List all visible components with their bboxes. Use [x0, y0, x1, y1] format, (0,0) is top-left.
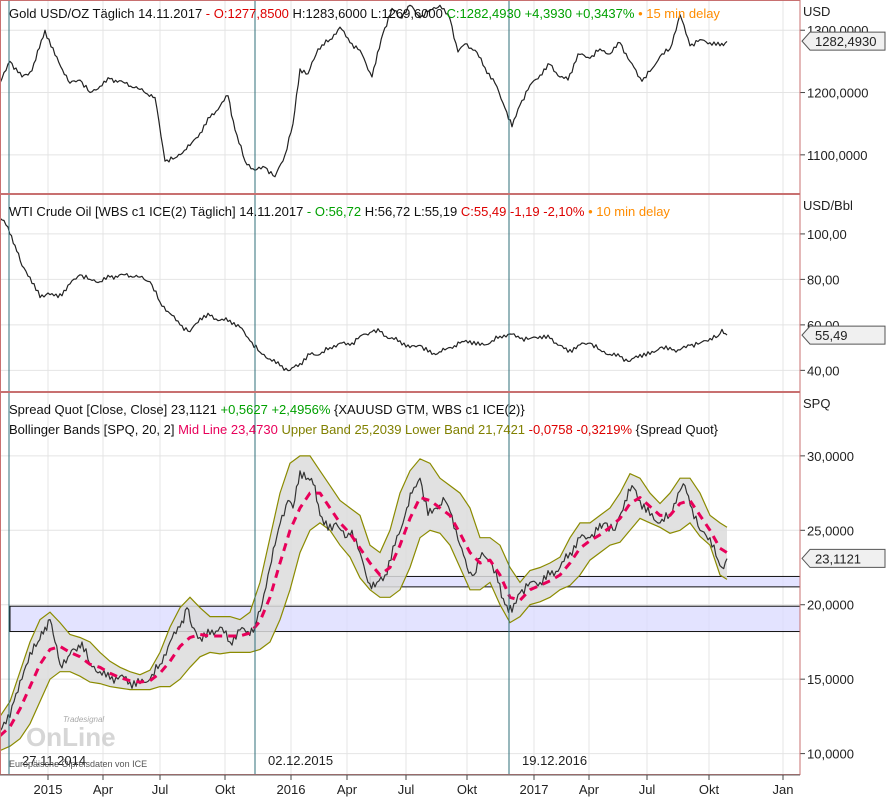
gold-ytick-label: 1200,0000: [807, 86, 868, 101]
oil-header-segment: H:56,72 L:55,19: [361, 204, 457, 219]
oil-ytick-label: 100,00: [807, 227, 847, 242]
spread-header-segment: {Spread Quot}: [632, 422, 719, 437]
gold-header-segment: C:1282,4930 +4,3930 +0,3437%: [443, 6, 635, 21]
spread-header-segment: Spread Quot [Close, Close] 23,1121: [9, 402, 217, 417]
panels: 1100,00001200,00001300,0000USD1282,4930G…: [0, 0, 886, 775]
oil-header-1: WTI Crude Oil [WBS c1 ICE(2) Täglich] 14…: [9, 204, 670, 219]
oil-last-price-label: 55,49: [815, 328, 848, 343]
gold-header-segment: - O:1277,8500: [202, 6, 289, 21]
x-tick-label: Jul: [152, 782, 169, 797]
x-tick-label: Jan: [773, 782, 794, 797]
spread-header-segment: Mid Line 23,4730: [174, 422, 277, 437]
x-tick-label: Jul: [398, 782, 415, 797]
x-tick-label: Okt: [457, 782, 478, 797]
spread-header-2: Bollinger Bands [SPQ, 20, 2] Mid Line 23…: [9, 422, 719, 437]
spread-header-segment: Bollinger Bands [SPQ, 20, 2]: [9, 422, 174, 437]
oil-header-segment: - O:56,72: [303, 204, 361, 219]
oil-header-segment: WTI Crude Oil [WBS c1 ICE(2) Täglich] 14…: [9, 204, 303, 219]
spread-last-price-label: 23,1121: [815, 551, 861, 566]
spread-series-line: [0, 470, 728, 732]
spread-header-segment: {XAUUSD GTM, WBS c1 ICE(2)}: [330, 402, 525, 417]
x-axis: 2015 Apr Jul Okt 2016 Apr Jul Okt 2017 Apr Jul Okt J…: [0, 774, 800, 797]
oil-unit-label: USD/Bbl: [803, 198, 853, 213]
spread-ytick-label: 20,0000: [807, 598, 854, 613]
vline-date-label: 02.12.2015: [268, 753, 333, 768]
spread-ytick-label: 10,0000: [807, 747, 854, 762]
x-tick-label: 2017: [520, 782, 549, 797]
data-source-note: Europäische Ölpreisdaten von ICE: [9, 759, 147, 769]
support-zone-1: [9, 605, 801, 633]
gold-last-price-box: [801, 31, 886, 51]
gold-header-segment: Gold USD/OZ Täglich 14.11.2017: [9, 6, 202, 21]
x-tick-label: Okt: [699, 782, 720, 797]
x-tick-label: Apr: [337, 782, 358, 797]
x-tick-label: Okt: [215, 782, 236, 797]
gold-last-price-label: 1282,4930: [815, 34, 876, 49]
gold-header-segment: H:1283,6000 L:1269,6000: [289, 6, 443, 21]
spread-header-1: Spread Quot [Close, Close] 23,1121 +0,56…: [9, 402, 525, 417]
panel-spread: 10,0000 15,0000 20,0000 25,0000 30,0000 SPQ 27…: [0, 392, 886, 775]
oil-ytick-label: 40,00: [807, 363, 840, 378]
spread-header-segment: Upper Band 25,2039 Lower Band 21,7421: [278, 422, 525, 437]
spread-ytick-label: 15,0000: [807, 672, 854, 687]
oil-header-segment: C:55,49 -1,19 -2,10%: [457, 204, 585, 219]
tradesignal-brand: Tradesignal: [63, 715, 104, 724]
upper-band-line: [0, 455, 728, 717]
oil-panel-border: [0, 194, 801, 392]
gold-header-segment: • 15 min delay: [634, 6, 720, 21]
x-tick-label: Jul: [639, 782, 656, 797]
spread-header-segment: +0,5627 +2,4956%: [217, 402, 331, 417]
oil-header-segment: • 10 min delay: [584, 204, 670, 219]
footer: Tradesignal OnLine Europäische Ölpreisda…: [9, 715, 147, 769]
spread-ytick-label: 30,0000: [807, 449, 854, 464]
spread-ytick-label: 25,0000: [807, 523, 854, 538]
gold-ytick-label: 1100,0000: [807, 148, 868, 163]
gold-series-line: [0, 4, 728, 178]
x-tick-label: Apr: [93, 782, 114, 797]
spread-series-midline: [0, 491, 728, 737]
spread-unit-label: SPQ: [803, 396, 830, 411]
spread-last-price-box: [801, 548, 886, 568]
online-logo: OnLine: [26, 722, 116, 752]
support-zone-0: [369, 575, 801, 588]
x-tick-label: 2015: [34, 782, 63, 797]
x-tick-label: 2016: [277, 782, 306, 797]
gold-unit-label: USD: [803, 4, 830, 19]
gold-panel-border: [0, 0, 801, 194]
panel-gold: 1100,00001200,00001300,0000USD1282,4930G…: [0, 0, 886, 194]
oil-last-price-box: [801, 325, 886, 345]
oil-series-line: [0, 217, 728, 372]
gold-header-1: Gold USD/OZ Täglich 14.11.2017 - O:1277,…: [9, 6, 720, 21]
lower-band-line: [0, 517, 728, 752]
vline-date-label: 19.12.2016: [522, 753, 587, 768]
spread-header-segment: -0,0758 -0,3219%: [525, 422, 632, 437]
oil-ytick-label: 80,00: [807, 272, 840, 287]
vline-date-label: 27.11.2014: [22, 753, 86, 768]
x-tick-label: Apr: [579, 782, 600, 797]
